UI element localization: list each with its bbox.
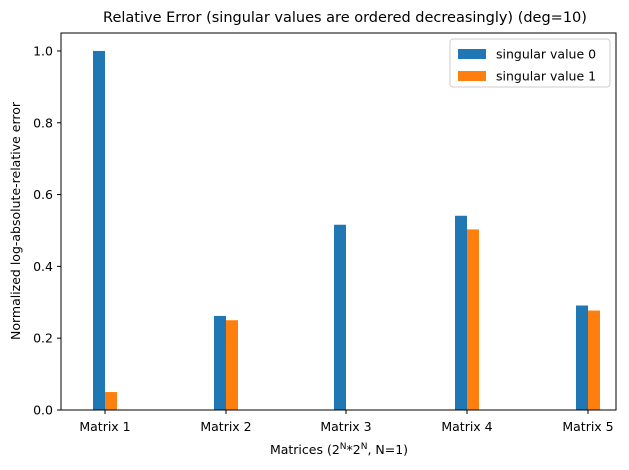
bar-series-0-matrix-1 (93, 50, 105, 410)
bar-series-0-matrix-5 (576, 305, 588, 410)
legend-swatch-0 (458, 49, 486, 59)
y-axis-label: Normalized log-absolute-relative error (8, 101, 23, 340)
y-tick-label: 0.0 (33, 403, 53, 418)
x-axis-label-sup2: N (361, 442, 368, 452)
chart-title: Relative Error (singular values are orde… (103, 10, 587, 26)
y-tick-label: 1.0 (33, 43, 53, 58)
x-tick-label: Matrix 2 (200, 419, 251, 434)
bar-series-0-matrix-2 (214, 315, 226, 410)
bar-series-1-matrix-2 (226, 320, 238, 410)
x-tick-label: Matrix 3 (320, 419, 371, 434)
legend: singular value 0 singular value 1 (449, 38, 611, 88)
legend-swatch-1 (458, 71, 486, 81)
legend-label-1: singular value 1 (496, 69, 596, 84)
x-axis-label-suffix: , N=1) (367, 442, 408, 457)
y-tick-label: 0.8 (33, 115, 53, 130)
x-tick-label: Matrix 5 (562, 419, 613, 434)
x-axis-label: Matrices (2N*2N, N=1) (270, 442, 408, 457)
y-tick-label: 0.6 (33, 187, 53, 202)
ticks-group: 0.0 0.2 0.4 0.6 0.8 1.0 Matrix 1 Matrix 2 Matrix… (33, 43, 614, 434)
legend-box (449, 38, 611, 88)
bar-series-1-matrix-1 (105, 392, 117, 410)
x-axis-label-sup1: N (340, 442, 347, 452)
bar-series-0-matrix-3 (334, 224, 346, 410)
x-axis-label-middle: *2 (347, 442, 361, 457)
x-tick-label: Matrix 4 (441, 419, 492, 434)
bars-group (93, 50, 600, 410)
y-tick-label: 0.4 (33, 259, 53, 274)
y-tick-label: 0.2 (33, 331, 53, 346)
x-tick-label: Matrix 1 (79, 419, 130, 434)
bar-series-1-matrix-4 (467, 229, 479, 410)
plot-frame (60, 32, 617, 411)
bar-series-1-matrix-5 (588, 310, 600, 410)
x-axis-label-prefix: Matrices (2 (270, 442, 340, 457)
bar-series-0-matrix-4 (455, 215, 467, 410)
legend-label-0: singular value 0 (496, 47, 596, 62)
